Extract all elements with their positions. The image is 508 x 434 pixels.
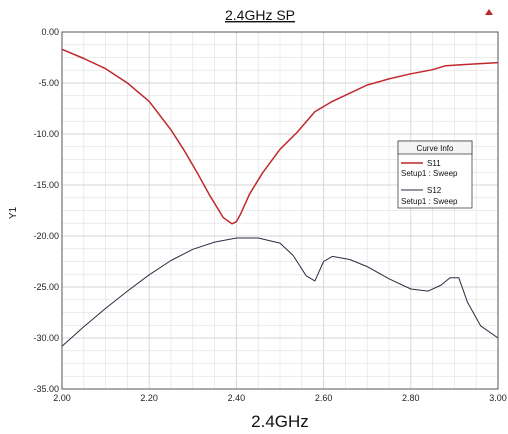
x-tick-label: 3.00 <box>489 393 507 403</box>
y-tick-label: -5.00 <box>38 78 59 88</box>
legend-sub-s11: Setup1 : Sweep <box>401 169 458 178</box>
y-tick-label: -30.00 <box>33 333 59 343</box>
y-tick-label: -35.00 <box>33 384 59 394</box>
series-line-s12 <box>61 237 499 347</box>
y-axis-label: Y1 <box>8 206 19 219</box>
x-tick-labels: 2.00 2.20 2.40 2.60 2.80 3.00 <box>53 393 507 403</box>
plot-frame <box>61 31 499 390</box>
legend[interactable]: Curve Info S11 Setup1 : Sweep S12 Setup1… <box>397 140 473 209</box>
y-tick-label: -20.00 <box>33 231 59 241</box>
series-layer <box>61 48 499 347</box>
x-tick-label: 2.80 <box>402 393 420 403</box>
legend-header-box <box>397 140 473 155</box>
plot-border <box>61 31 499 390</box>
legend-sub-s12: Setup1 : Sweep <box>401 197 458 206</box>
y-tick-label: -15.00 <box>33 180 59 190</box>
x-tick-label: 2.20 <box>140 393 158 403</box>
y-tick-label: -10.00 <box>33 129 59 139</box>
y-tick-labels: 0.00 -5.00 -10.00 -15.00 -20.00 -25.00 -30.00 -… <box>33 27 59 394</box>
legend-name-s11: S11 <box>427 159 441 168</box>
gridlines <box>61 31 499 390</box>
x-tick-label: 2.00 <box>53 393 71 403</box>
marker-icon <box>485 9 493 15</box>
legend-name-s12: S12 <box>427 186 442 195</box>
x-axis-label: 2.4GHz <box>251 412 309 431</box>
y-tick-label: 0.00 <box>41 27 59 37</box>
legend-title: Curve Info <box>417 144 454 153</box>
y-tick-label: -25.00 <box>33 282 59 292</box>
chart-title: 2.4GHz SP <box>225 7 295 23</box>
x-tick-label: 2.60 <box>315 393 333 403</box>
x-tick-label: 2.40 <box>228 393 246 403</box>
series-line-s11 <box>61 48 499 225</box>
